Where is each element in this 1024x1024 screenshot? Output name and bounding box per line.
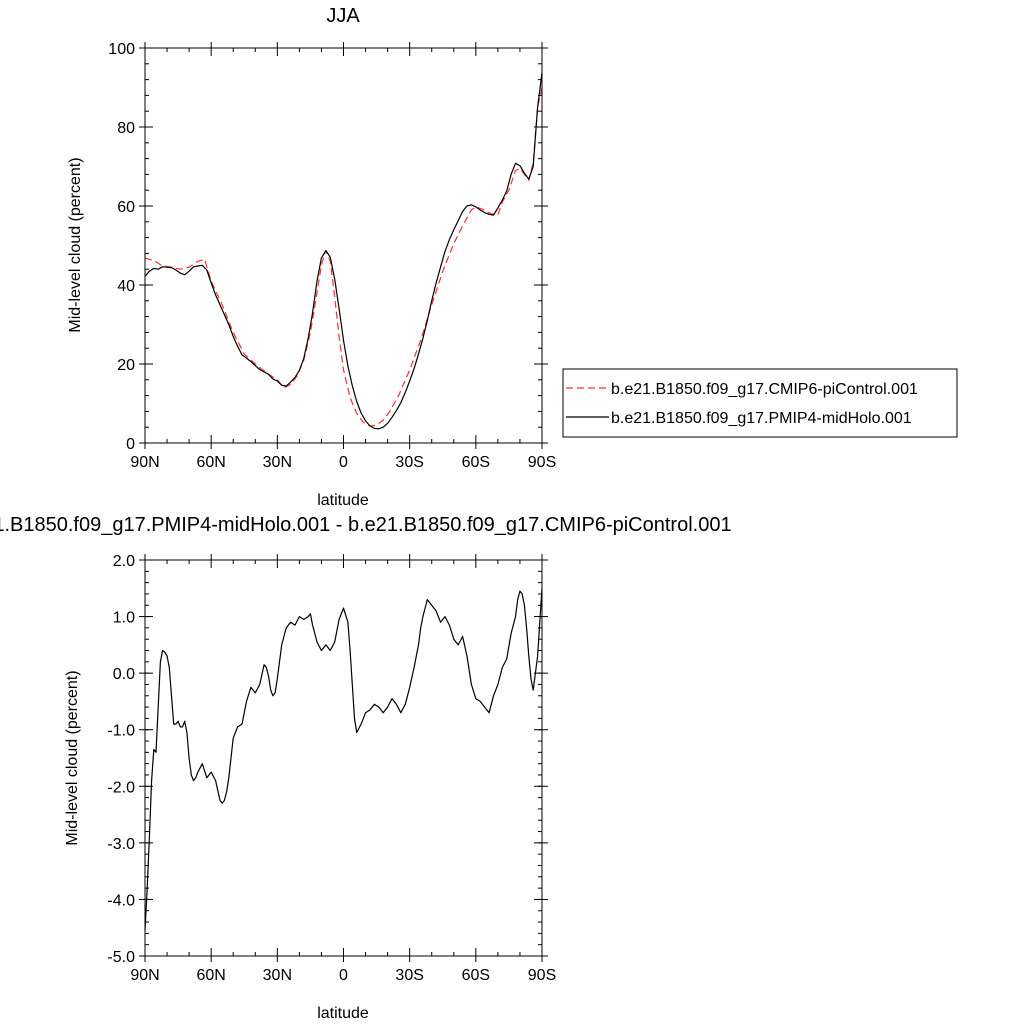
bottom-chart-title: b.e21.B1850.f09_g17.PMIP4-midHolo.001 - … (0, 514, 732, 536)
top-chart-series (144, 72, 543, 430)
bottom-x-tick-label: 60N (196, 967, 225, 984)
bottom-chart-ticks: 90N 60N 30N 0 30S 60S 90S 2.0 1.0 0.0 -1.0 -2.0 -3.0… (107, 553, 556, 984)
legend-label-midholo: b.e21.B1850.f09_g17.PMIP4-midHolo.001 (611, 410, 912, 427)
bottom-chart-series (144, 588, 543, 931)
bottom-y-tick-label: -2.0 (107, 779, 135, 796)
top-chart-ylabel: Mid-level cloud (percent) (67, 157, 84, 332)
top-x-tick-label: 60S (462, 454, 490, 471)
bottom-y-tick-label: 0.0 (113, 666, 135, 683)
bottom-x-tick-label: 30N (263, 967, 292, 984)
top-y-tick-label: 0 (126, 436, 135, 453)
legend-box (562, 368, 958, 438)
bottom-x-tick-label: 90S (528, 967, 556, 984)
bottom-x-tick-label: 0 (339, 967, 348, 984)
top-y-tick-label: 40 (117, 278, 135, 295)
top-y-tick-label: 100 (108, 41, 135, 58)
top-x-tick-label: 30N (263, 454, 292, 471)
bottom-chart-panel: b.e21.B1850.f09_g17.PMIP4-midHolo.001 - … (0, 514, 732, 1022)
top-x-tick-label: 90S (528, 454, 556, 471)
bottom-y-tick-label: -5.0 (107, 949, 135, 966)
top-x-tick-label: 60N (196, 454, 225, 471)
top-x-tick-label: 90N (130, 454, 159, 471)
bottom-series-line-0 (144, 588, 543, 931)
bottom-y-tick-label: 1.0 (113, 610, 135, 627)
bottom-y-tick-label: -3.0 (107, 836, 135, 853)
bottom-y-tick-label: -4.0 (107, 892, 135, 909)
top-chart-frame (144, 47, 543, 444)
top-x-tick-label: 0 (339, 454, 348, 471)
top-y-tick-label: 60 (117, 199, 135, 216)
legend-label-picontrol: b.e21.B1850.f09_g17.CMIP6-piControl.001 (611, 381, 918, 398)
top-chart-panel: JJA 90N 60N 30N 0 30S 60S 90S 0 20 40 60 80 100 lati… (67, 5, 958, 509)
top-series-line-1 (144, 72, 543, 430)
bottom-x-tick-label: 30S (395, 967, 423, 984)
top-chart-title: JJA (326, 5, 360, 27)
top-series-line-0 (144, 87, 543, 427)
top-chart-ticks: 90N 60N 30N 0 30S 60S 90S 0 20 40 60 80 100 (108, 41, 556, 471)
bottom-y-tick-label: -1.0 (107, 723, 135, 740)
bottom-x-tick-label: 60S (462, 967, 490, 984)
bottom-chart-frame (144, 559, 543, 957)
bottom-chart-xlabel: latitude (317, 1005, 369, 1022)
top-y-tick-label: 20 (117, 357, 135, 374)
top-chart-xlabel: latitude (317, 492, 369, 509)
bottom-x-tick-label: 90N (130, 967, 159, 984)
bottom-chart-ylabel: Mid-level cloud (percent) (64, 670, 81, 845)
top-y-tick-label: 80 (117, 120, 135, 137)
top-x-tick-label: 30S (395, 454, 423, 471)
top-chart-legend: b.e21.B1850.f09_g17.CMIP6-piControl.001 … (562, 368, 958, 438)
bottom-y-tick-label: 2.0 (113, 553, 135, 570)
